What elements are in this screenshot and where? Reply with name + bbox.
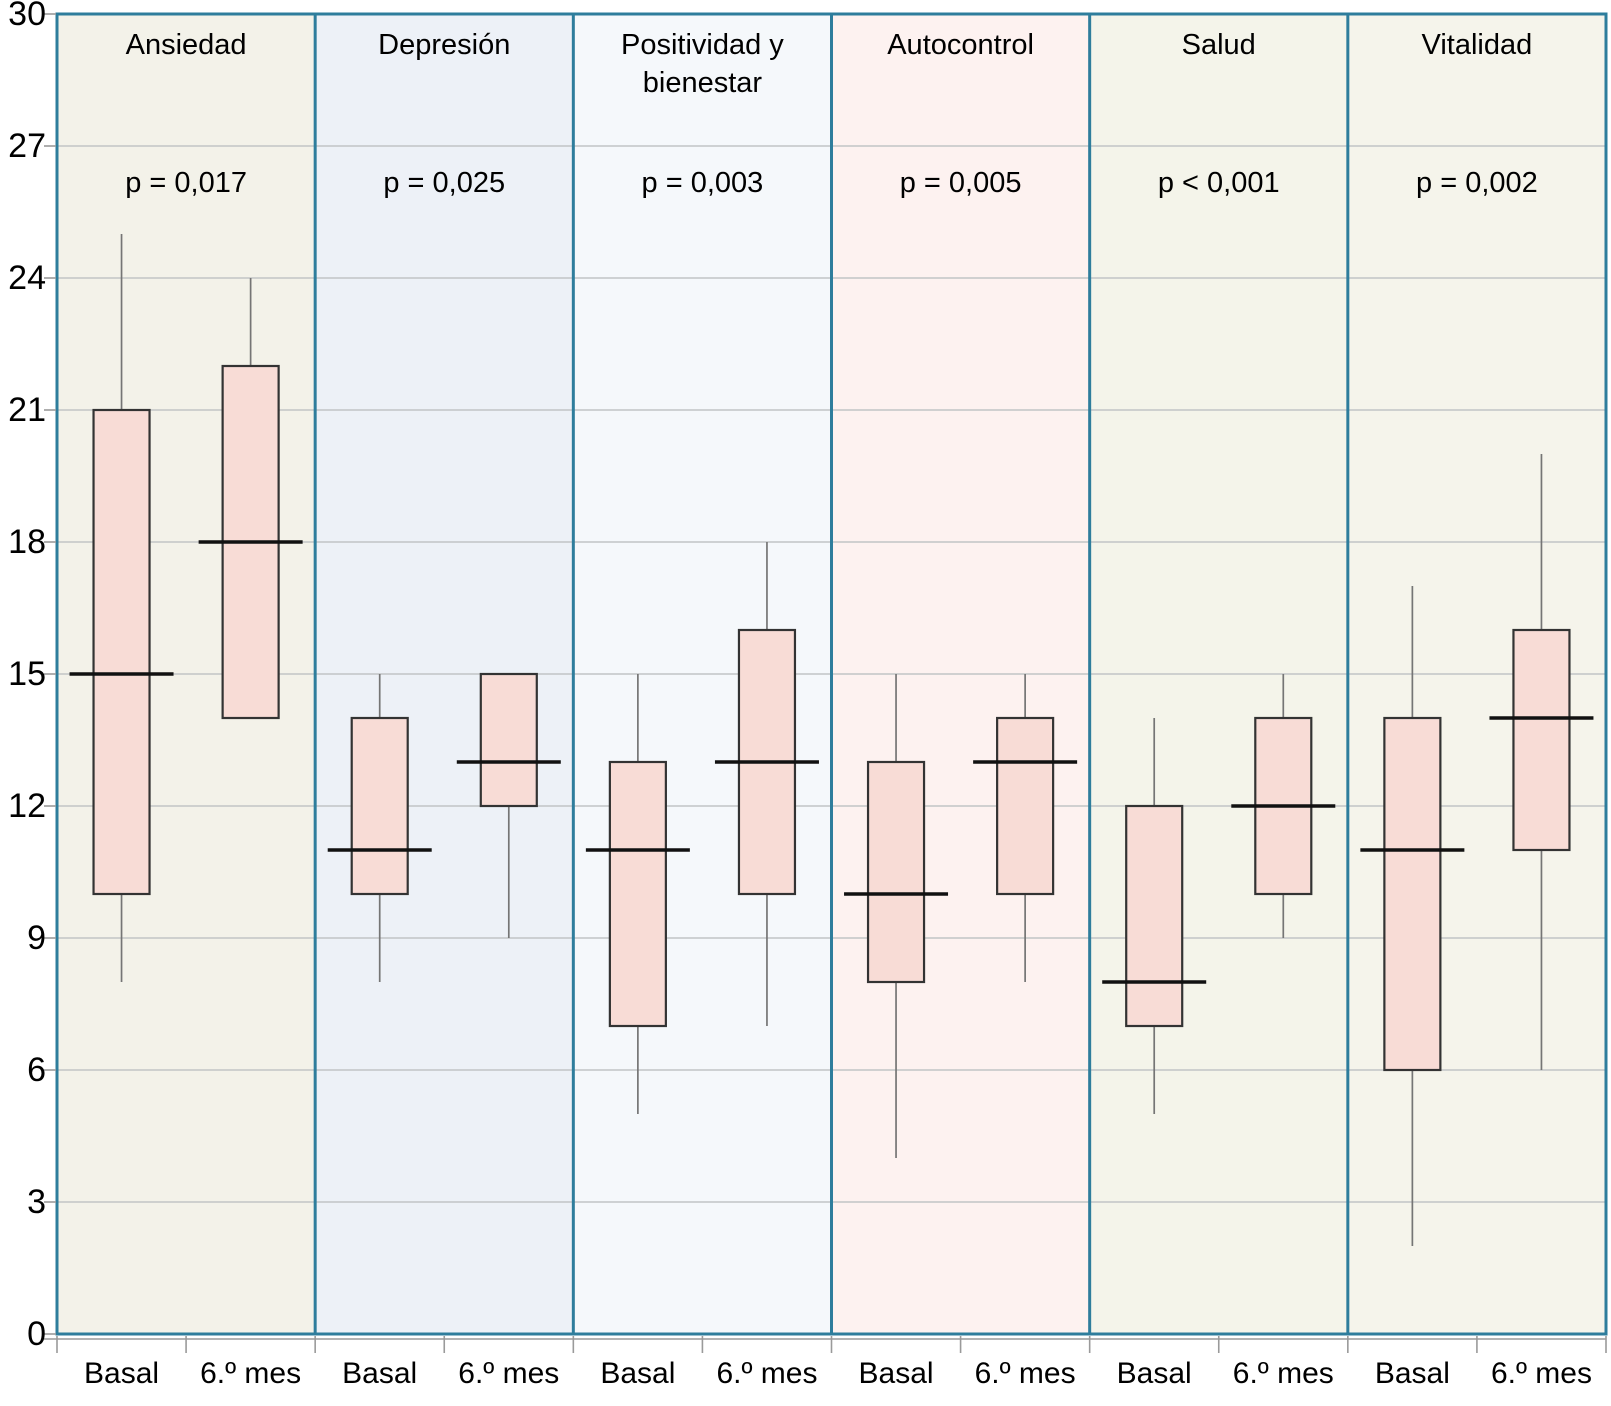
y-tick-label: 24: [8, 259, 46, 297]
y-tick-label: 12: [8, 787, 46, 825]
x-group-label: Basal: [1374, 1357, 1450, 1390]
x-group-label: 6.º mes: [1232, 1357, 1334, 1390]
panel-title: Depresión: [378, 29, 511, 61]
y-tick-label: 15: [8, 655, 46, 693]
panel-header: Salud: [1090, 26, 1348, 64]
y-tick-label: 30: [8, 0, 46, 33]
p-value-label: p = 0,003: [641, 167, 764, 199]
p-value-label: p = 0,005: [899, 167, 1022, 199]
x-group-label: 6.º mes: [458, 1357, 560, 1390]
p-value-label: p = 0,025: [383, 167, 506, 199]
panel-header: Ansiedad: [57, 26, 315, 64]
x-group-label: 6.º mes: [1490, 1357, 1592, 1390]
x-group-label: Basal: [342, 1357, 418, 1390]
y-tick-label: 18: [8, 523, 46, 561]
panel-title: Positividad y: [621, 29, 784, 61]
y-tick-label: 0: [27, 1315, 46, 1353]
box-iqr: [1383, 716, 1442, 1072]
box-iqr: [1125, 804, 1184, 1028]
box-iqr: [866, 760, 926, 984]
box-iqr: [996, 716, 1055, 896]
panel-header: Depresión: [315, 26, 573, 64]
p-value-label: p = 0,017: [125, 167, 247, 199]
y-tick-label: 27: [8, 127, 46, 165]
box-iqr: [608, 760, 667, 1028]
panel-title: bienestar: [642, 67, 763, 99]
x-group-label: 6.º mes: [200, 1357, 302, 1390]
panel-header: Autocontrol: [832, 26, 1090, 64]
panel-header: Positividad y bienestar: [573, 26, 831, 102]
x-group-label: 6.º mes: [716, 1357, 818, 1390]
y-tick-label: 21: [8, 391, 46, 429]
x-group-label: Basal: [600, 1357, 676, 1390]
box-iqr: [92, 408, 151, 896]
box-iqr: [479, 672, 538, 808]
p-value-label: p < 0,001: [1157, 167, 1280, 199]
y-tick-label: 6: [27, 1051, 46, 1089]
panel-title: Ansiedad: [125, 29, 247, 61]
x-group-label: 6.º mes: [974, 1357, 1076, 1390]
x-group-label: Basal: [1116, 1357, 1192, 1390]
panel-header: Vitalidad: [1348, 26, 1606, 64]
y-tick-label: 3: [27, 1183, 46, 1221]
y-tick-label: 9: [27, 919, 46, 957]
panel-title: Salud: [1181, 29, 1256, 61]
box-iqr: [350, 716, 409, 896]
x-group-label: Basal: [84, 1357, 160, 1390]
plot-border: [55, 12, 1608, 1336]
box-iqr: [1512, 628, 1571, 852]
panel-title: Vitalidad: [1421, 29, 1533, 61]
panel-title: Autocontrol: [887, 29, 1034, 61]
x-group-label: Basal: [858, 1357, 934, 1390]
p-value-label: p = 0,002: [1416, 167, 1538, 199]
